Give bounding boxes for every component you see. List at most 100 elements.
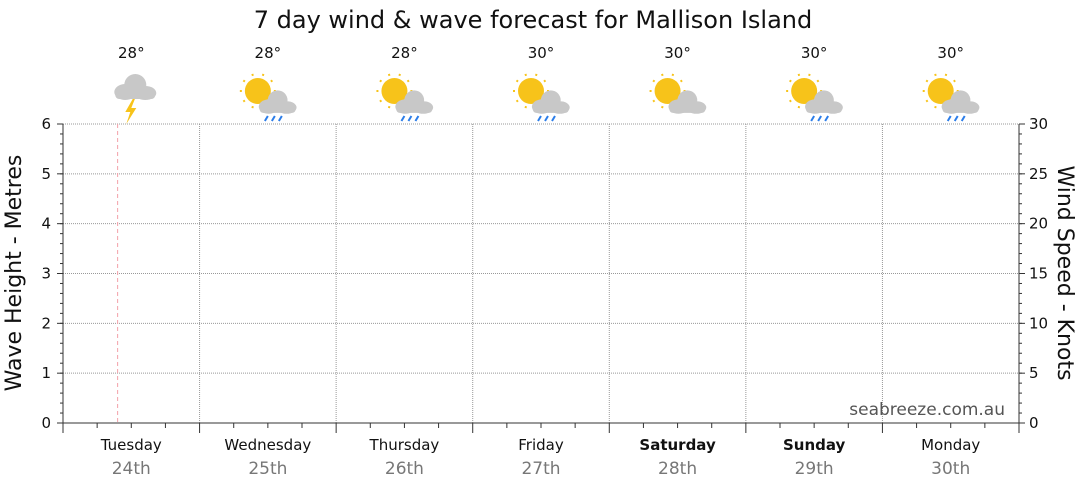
day-label: Thursday xyxy=(369,436,440,454)
temperature-label: 28° xyxy=(118,44,145,62)
temperature-label: 30° xyxy=(528,44,555,62)
sun-cloud-rain-icon xyxy=(375,72,434,122)
date-label: 29th xyxy=(795,459,834,479)
sun-disc xyxy=(654,78,681,104)
cloud-part xyxy=(267,90,288,111)
temperature-label: 30° xyxy=(664,44,691,62)
rain-drop xyxy=(810,115,816,122)
sun-ray xyxy=(671,72,675,77)
rain-drop xyxy=(817,115,823,122)
temperature-label: 28° xyxy=(255,44,282,62)
y-right-tick-label: 20 xyxy=(1029,215,1048,233)
y-left-tick-label: 1 xyxy=(41,364,51,382)
temperature-label: 30° xyxy=(801,44,828,62)
cloud-part xyxy=(950,90,971,111)
rain-drop xyxy=(407,115,413,122)
cloud-part xyxy=(669,105,706,113)
y-right-tick-label: 10 xyxy=(1029,314,1048,332)
day-label: Wednesday xyxy=(224,436,311,454)
sun-ray xyxy=(378,79,383,83)
sun-cloud-icon xyxy=(648,72,707,114)
sun-ray xyxy=(788,99,792,103)
cloud-part xyxy=(540,90,561,111)
y-right-tick-label: 30 xyxy=(1029,115,1048,133)
sun-ray xyxy=(515,99,519,103)
y-axis-right-label: Wind Speed - Knots xyxy=(1052,165,1077,380)
rain-drop xyxy=(270,115,276,122)
sun-ray xyxy=(788,79,792,83)
day-label: Saturday xyxy=(639,436,716,454)
y-left-tick-label: 3 xyxy=(41,265,51,283)
sun-ray xyxy=(808,72,811,77)
storm-cloud-icon xyxy=(114,74,157,124)
sun-disc xyxy=(381,78,408,104)
cloud-part xyxy=(805,105,842,113)
cloud-part xyxy=(677,90,698,111)
sun-cloud-rain-icon xyxy=(921,72,980,122)
sun-ray xyxy=(797,105,801,110)
date-label: 25th xyxy=(248,459,287,479)
sun-ray xyxy=(515,79,519,83)
y-left-tick-label: 6 xyxy=(41,115,51,133)
cloud-part xyxy=(942,105,979,113)
rain-drop xyxy=(537,115,542,122)
sun-ray xyxy=(933,105,937,110)
rain-drop xyxy=(277,115,283,122)
y-axis-left-label: Wave Height - Metres xyxy=(2,155,27,392)
sun-disc xyxy=(244,78,271,104)
sun-cloud-rain-icon xyxy=(512,72,570,122)
temperature-label: 30° xyxy=(937,44,964,62)
sun-ray xyxy=(241,79,246,83)
sun-ray xyxy=(651,79,656,83)
sun-ray xyxy=(534,72,538,77)
rain-drop xyxy=(414,115,420,122)
sun-ray xyxy=(924,79,929,83)
sun-ray xyxy=(924,99,929,103)
rain-drop xyxy=(263,115,269,122)
lightning-bolt xyxy=(125,98,137,124)
sun-ray xyxy=(797,72,801,77)
sun-disc xyxy=(791,78,818,104)
cloud-part xyxy=(404,90,425,111)
sun-ray xyxy=(251,72,254,77)
sun-cloud-rain-icon xyxy=(785,72,843,122)
date-label: 27th xyxy=(521,459,560,479)
sun-disc xyxy=(927,78,954,104)
watermark: seabreeze.com.au xyxy=(849,400,1005,420)
rain-drop xyxy=(960,115,966,122)
y-right-tick-label: 15 xyxy=(1029,265,1048,283)
sun-ray xyxy=(944,72,948,77)
date-label: 28th xyxy=(658,459,697,479)
date-label: 30th xyxy=(931,459,970,479)
rain-drop xyxy=(824,115,830,122)
sun-ray xyxy=(406,79,411,83)
sun-cloud-rain-icon xyxy=(238,72,297,122)
cloud-part xyxy=(124,74,147,96)
sun-disc xyxy=(518,78,544,104)
y-right-tick-label: 5 xyxy=(1029,364,1039,382)
sun-ray xyxy=(679,79,684,83)
day-label: Sunday xyxy=(783,436,846,454)
chart-title: 7 day wind & wave forecast for Mallison … xyxy=(254,6,812,34)
sun-ray xyxy=(241,99,246,103)
sun-ray xyxy=(651,99,656,103)
y-right-tick-label: 25 xyxy=(1029,165,1048,183)
sun-ray xyxy=(660,105,664,110)
sun-ray xyxy=(953,79,957,83)
rain-drop xyxy=(953,115,959,122)
day-label: Monday xyxy=(921,436,980,454)
rain-drop xyxy=(400,115,406,122)
rain-drop xyxy=(946,115,952,122)
cloud-part xyxy=(814,90,834,111)
date-label: 26th xyxy=(385,459,424,479)
day-label: Friday xyxy=(518,436,564,454)
grid xyxy=(63,123,1019,423)
sun-ray xyxy=(387,105,391,110)
cloud-part xyxy=(259,105,296,113)
sun-ray xyxy=(660,72,664,77)
day-label: Tuesday xyxy=(100,436,162,454)
sun-ray xyxy=(816,79,821,83)
sun-ray xyxy=(398,72,402,77)
cloud-part xyxy=(115,91,156,99)
